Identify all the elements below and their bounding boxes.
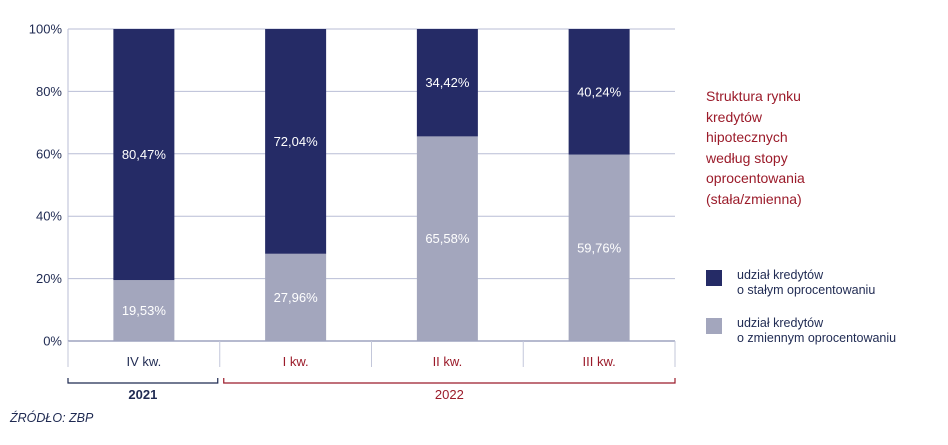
title-line: według stopy <box>706 149 788 166</box>
bar-segment <box>265 253 327 341</box>
year-bracket <box>223 378 676 384</box>
legend-line: udział kredytów <box>737 268 824 282</box>
y-tick-label: 60% <box>36 146 62 161</box>
chart-title: Struktura rynku kredytów hipotecznych we… <box>706 86 916 209</box>
title-line: (stała/zmienna) <box>706 190 802 207</box>
data-label: 59,76% <box>577 240 622 255</box>
category-label: IV kw. <box>127 354 162 369</box>
category-label: III kw. <box>583 354 616 369</box>
title-line: kredytów <box>706 108 763 125</box>
y-axis-tick-labels: 0% 20% 40% 60% 80% 100% <box>29 22 63 349</box>
y-tick-label: 0% <box>43 334 62 349</box>
category-label: II kw. <box>433 354 463 369</box>
bar-segment <box>568 154 630 341</box>
year-bracket <box>67 378 219 384</box>
data-label: 40,24% <box>577 84 622 99</box>
source-note: ŹRÓDŁO: ZBP <box>10 411 94 425</box>
data-label: 19,53% <box>122 303 167 318</box>
y-tick-label: 40% <box>36 209 62 224</box>
legend-line: o zmiennym oprocentowaniu <box>737 331 897 345</box>
title-line: Struktura rynku <box>706 88 801 104</box>
bar-segment <box>113 29 175 281</box>
bar-segment <box>265 29 327 254</box>
bar-segment <box>113 280 175 341</box>
y-tick-label: 100% <box>29 22 63 37</box>
data-label: 80,47% <box>122 147 167 162</box>
title-line: hipotecznych <box>706 129 788 145</box>
bar-segment <box>568 29 630 155</box>
data-label: 72,04% <box>274 134 319 149</box>
bar-segment <box>416 136 478 341</box>
y-tick-label: 80% <box>36 84 62 99</box>
year-label: 2022 <box>435 387 464 402</box>
data-label: 27,96% <box>274 290 319 305</box>
bar-segment <box>416 29 478 137</box>
stacked-bar-chart: 0% 20% 40% 60% 80% 100% 19,53% 80,47% 27,96% 72,… <box>29 22 676 402</box>
legend-swatch-fixed <box>706 270 722 286</box>
bars <box>113 29 630 341</box>
year-label: 2021 <box>128 387 157 402</box>
data-label: 34,42% <box>425 75 470 90</box>
x-axis: IV kw. I kw. II kw. III kw. <box>67 340 676 369</box>
data-label: 65,58% <box>425 231 470 246</box>
y-tick-label: 20% <box>36 271 62 286</box>
title-line: oprocentowania <box>706 170 805 186</box>
data-labels: 19,53% 80,47% 27,96% 72,04% 65,58% 34,42% 59,7… <box>122 75 622 318</box>
year-groups: 2021 2022 <box>67 378 676 402</box>
legend-label: udział kredytów o zmiennym oprocentowani… <box>737 316 947 346</box>
legend-swatch-variable <box>706 318 722 334</box>
legend-line: o stałym oprocentowaniu <box>737 283 876 297</box>
legend-line: udział kredytów <box>737 316 824 330</box>
category-label: I kw. <box>283 354 309 369</box>
legend-label: udział kredytów o stałym oprocentowaniu <box>737 268 947 298</box>
